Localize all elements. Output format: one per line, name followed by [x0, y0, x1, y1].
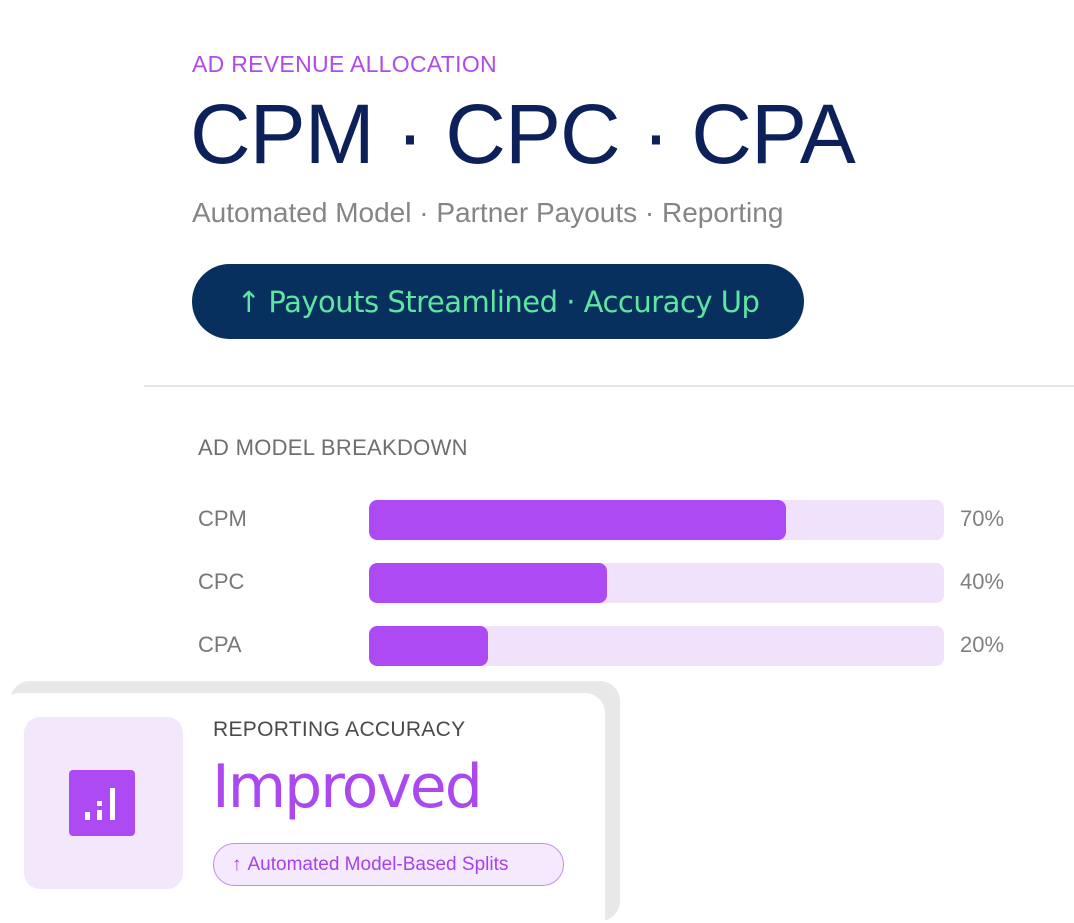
- bar-row-cpa: CPA 20%: [0, 626, 1074, 666]
- card-chip: ↑ Automated Model-Based Splits: [213, 843, 564, 886]
- page-subtitle: Automated Model · Partner Payouts · Repo…: [192, 197, 784, 228]
- eyebrow-label: AD REVENUE ALLOCATION: [192, 51, 497, 77]
- card-label: REPORTING ACCURACY: [213, 718, 466, 741]
- card-value: Improved: [212, 752, 483, 822]
- bar-track: [369, 563, 944, 603]
- arrow-up-icon: ↑: [236, 284, 261, 319]
- bar-label: CPA: [198, 632, 242, 657]
- bar-label: CPC: [198, 569, 245, 594]
- page-title: CPM · CPC · CPA: [190, 87, 856, 181]
- bar-track: [369, 500, 944, 540]
- bar-label: CPM: [198, 506, 247, 531]
- bar-value: 20%: [960, 632, 1005, 657]
- bar-fill: [369, 626, 489, 666]
- bar-fill: [369, 563, 608, 603]
- status-pill: ↑ Payouts Streamlined · Accuracy Up: [192, 264, 804, 339]
- breakdown-title: AD MODEL BREAKDOWN: [198, 435, 468, 460]
- bar-track: [369, 626, 944, 666]
- card-chip-text: Automated Model-Based Splits: [247, 853, 509, 875]
- bar-value: 40%: [960, 569, 1005, 594]
- divider: [144, 385, 1074, 387]
- bar-fill: [369, 500, 786, 540]
- arrow-up-icon: ↑: [232, 853, 242, 875]
- bar-row-cpc: CPC 40%: [0, 563, 1074, 603]
- bar-row-cpm: CPM 70%: [0, 500, 1074, 540]
- bar-chart-icon: [69, 770, 135, 836]
- status-pill-text: Payouts Streamlined · Accuracy Up: [268, 284, 760, 319]
- bar-value: 70%: [960, 506, 1005, 531]
